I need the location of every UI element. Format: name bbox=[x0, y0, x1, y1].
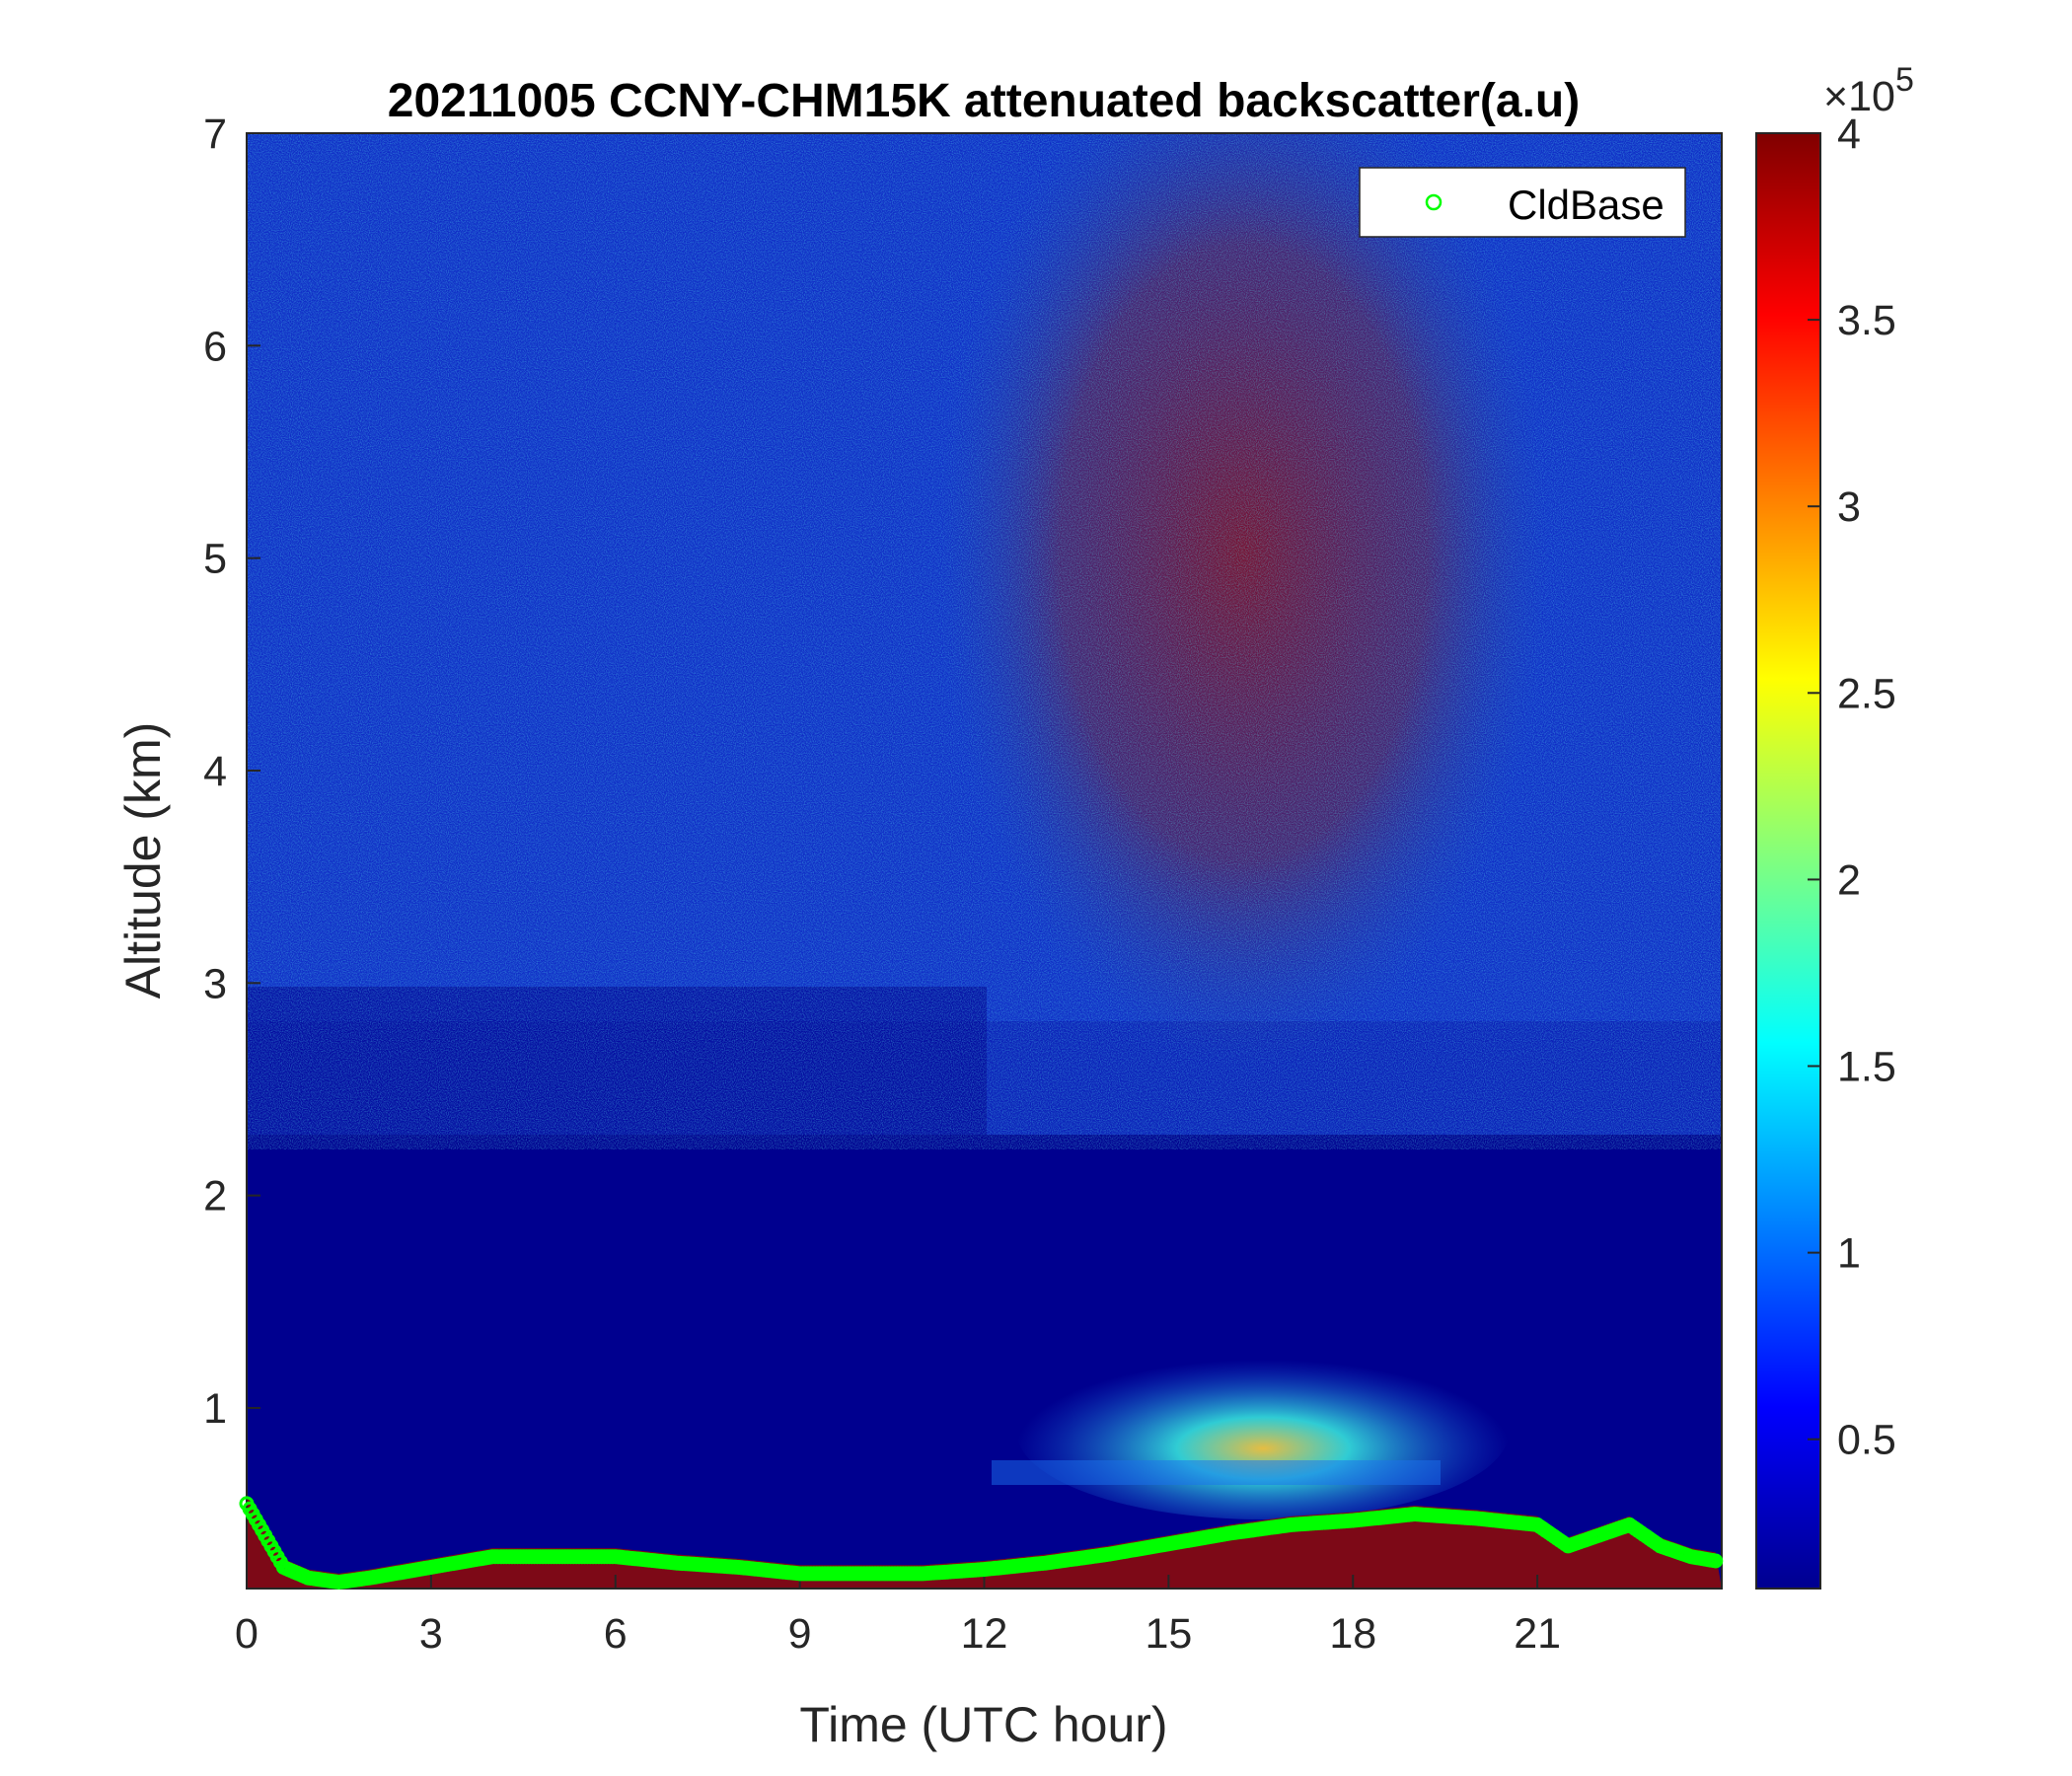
x-tick-label: 0 bbox=[235, 1610, 259, 1658]
colorbar-exponent-power: 5 bbox=[1895, 61, 1914, 99]
legend-marker-icon bbox=[1425, 193, 1443, 211]
colorbar-tick-label: 2 bbox=[1837, 856, 1861, 904]
x-tick-label: 12 bbox=[961, 1610, 1008, 1658]
y-tick-label: 2 bbox=[203, 1173, 227, 1221]
legend-entry: CldBase bbox=[1508, 182, 1665, 228]
colorbar-ticks: 0.5 1 1.5 2 2.5 3 3.5 4 bbox=[1808, 111, 1896, 1464]
legend-box bbox=[1359, 167, 1686, 238]
y-axis-ticks: 1 2 3 4 5 6 7 bbox=[203, 111, 260, 1433]
y-tick-label: 3 bbox=[203, 960, 227, 1007]
colorbar-tick-label: 2.5 bbox=[1837, 670, 1896, 717]
colorbar-exponent-base: ×10 bbox=[1823, 73, 1895, 120]
x-axis-ticks: 0 3 6 9 12 15 18 21 bbox=[235, 1575, 1561, 1658]
y-tick-label: 1 bbox=[203, 1385, 227, 1433]
colorbar-tick-label: 0.5 bbox=[1837, 1417, 1896, 1464]
y-tick-label: 7 bbox=[203, 111, 227, 158]
colorbar-gradient bbox=[1755, 132, 1821, 1590]
y-tick-label: 5 bbox=[203, 536, 227, 583]
colorbar-exponent: ×105 bbox=[1823, 61, 1914, 120]
backscatter-heatmap bbox=[247, 133, 1722, 1589]
x-tick-label: 6 bbox=[604, 1610, 628, 1658]
speckle-noise bbox=[247, 133, 1722, 1149]
colorbar-tick-label: 3.5 bbox=[1837, 297, 1896, 344]
colorbar-tick-label: 3 bbox=[1837, 483, 1861, 531]
x-tick-label: 21 bbox=[1514, 1610, 1561, 1658]
y-axis-label: Altitude (km) bbox=[115, 722, 171, 999]
colorbar-tick-label: 1.5 bbox=[1837, 1044, 1896, 1091]
x-axis-label: Time (UTC hour) bbox=[799, 1697, 1167, 1752]
colorbar: 0.5 1 1.5 2 2.5 3 3.5 4 ×105 bbox=[1755, 61, 1914, 1590]
y-tick-label: 4 bbox=[203, 748, 227, 795]
legend: CldBase bbox=[1359, 167, 1686, 238]
x-tick-label: 9 bbox=[788, 1610, 812, 1658]
x-tick-label: 18 bbox=[1329, 1610, 1376, 1658]
x-tick-label: 3 bbox=[419, 1610, 443, 1658]
y-tick-label: 6 bbox=[203, 323, 227, 370]
cldbase-series bbox=[239, 1496, 1724, 1590]
cldbase-point bbox=[1708, 1553, 1724, 1569]
x-tick-label: 15 bbox=[1145, 1610, 1192, 1658]
chart-title: 20211005 CCNY-CHM15K attenuated backscat… bbox=[388, 75, 1580, 127]
aerosol-layer bbox=[1016, 1342, 1510, 1519]
colorbar-tick-label: 4 bbox=[1837, 111, 1861, 158]
colorbar-tick-label: 1 bbox=[1837, 1230, 1861, 1278]
